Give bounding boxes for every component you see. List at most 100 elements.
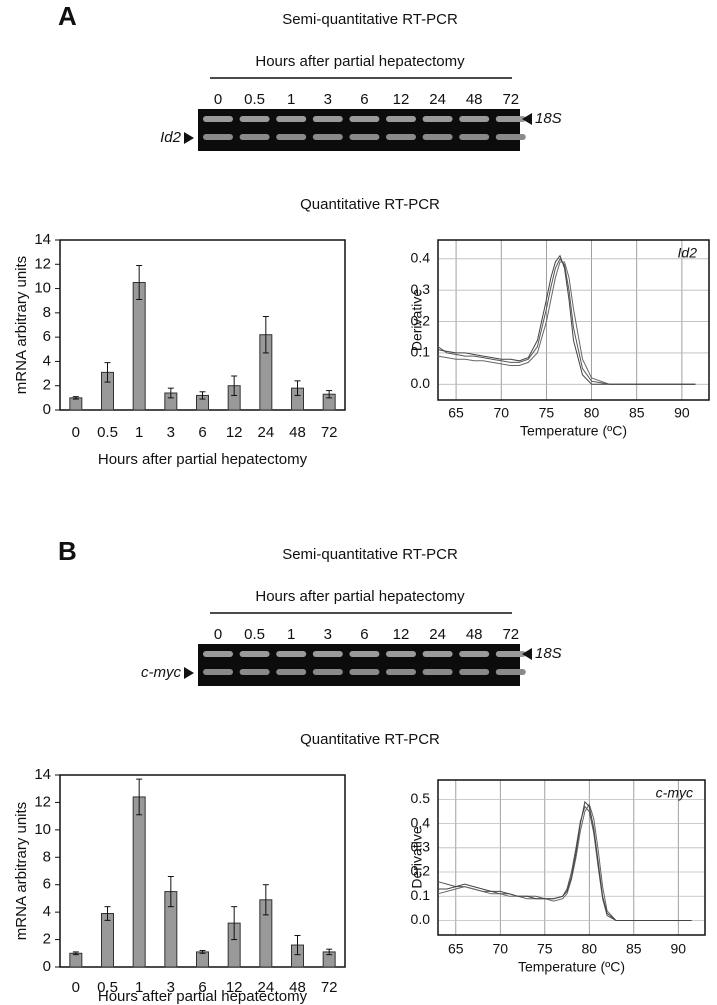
- melt-curve: [437, 802, 692, 921]
- band: [276, 116, 307, 122]
- x-tick-label: 24: [257, 424, 274, 441]
- lane-label: 12: [393, 91, 410, 108]
- x-tick-label: 72: [321, 424, 338, 441]
- band: [349, 669, 380, 675]
- band: [276, 669, 307, 675]
- x-tick-label: 0: [72, 979, 80, 996]
- band: [312, 669, 343, 675]
- band: [203, 651, 233, 657]
- bar: [69, 952, 83, 968]
- y-tick-label: 2: [43, 931, 51, 948]
- lane-label: 48: [466, 626, 483, 643]
- quant-title: Quantitative RT-PCR: [300, 731, 440, 748]
- x-tick-label: 6: [198, 979, 206, 996]
- error-bar: [231, 906, 238, 941]
- y-tick-label: 0: [43, 958, 51, 975]
- semi-title: Semi-quantitative RT-PCR: [282, 11, 458, 28]
- y-tick-label: 0.1: [411, 344, 431, 360]
- x-tick-label: 12: [226, 424, 243, 441]
- x-tick-label: 72: [321, 979, 338, 996]
- x-axis-title: Hours after partial hepatectomy: [98, 988, 308, 1005]
- error-bar: [72, 951, 79, 956]
- error-bar: [326, 390, 333, 399]
- melt-curve: [437, 257, 696, 385]
- band: [495, 116, 526, 122]
- x-tick-label: 48: [289, 424, 306, 441]
- y-axis-title: mRNA arbitrary units: [13, 256, 30, 394]
- x-tick-label: 3: [167, 979, 175, 996]
- bar: [69, 397, 83, 411]
- y-tick-label: 0.0: [411, 375, 431, 391]
- x-tick-label: 12: [226, 979, 243, 996]
- error-bar: [104, 362, 111, 383]
- panel-label: A: [58, 1, 77, 31]
- y-tick-label: 6: [43, 876, 51, 893]
- error-bar: [136, 778, 143, 816]
- band: [239, 116, 270, 122]
- x-tick-label: 85: [629, 405, 645, 421]
- y-tick-label: 0.5: [411, 790, 431, 806]
- error-bar: [262, 884, 269, 916]
- gel: [198, 644, 520, 686]
- lane-label: 24: [429, 626, 446, 643]
- band: [203, 116, 233, 122]
- y-tick-label: 6: [43, 328, 51, 345]
- hours-title: Hours after partial hepatectomy: [255, 53, 465, 70]
- x-tick-label: 65: [448, 941, 464, 957]
- band-label: 18S: [535, 110, 562, 127]
- lane-label: 24: [429, 91, 446, 108]
- annotation: c-myc: [656, 785, 693, 801]
- annotation: Id2: [678, 245, 698, 261]
- semi-title: Semi-quantitative RT-PCR: [282, 546, 458, 563]
- error-bar: [167, 387, 174, 399]
- lane-label: 0.5: [244, 626, 265, 643]
- y-tick-label: 4: [43, 903, 51, 920]
- arrow: [184, 667, 194, 679]
- bar: [101, 913, 114, 968]
- band: [349, 651, 380, 657]
- band: [239, 669, 270, 675]
- band: [495, 669, 526, 675]
- bar: [196, 951, 209, 968]
- y-tick-label: 4: [43, 352, 51, 369]
- gel: [198, 109, 520, 151]
- y-tick-label: 14: [34, 231, 51, 248]
- band: [459, 651, 490, 657]
- error-bar: [136, 265, 143, 300]
- band: [459, 669, 490, 675]
- band: [422, 651, 453, 657]
- x-tick-label: 75: [537, 941, 553, 957]
- x-tick-label: 85: [626, 941, 642, 957]
- bar: [132, 796, 146, 968]
- y-tick-label: 0.3: [411, 839, 431, 855]
- x-tick-label: 80: [582, 941, 598, 957]
- band: [495, 134, 526, 140]
- band: [203, 134, 233, 140]
- y-axis-title: mRNA arbitrary units: [13, 802, 30, 940]
- band: [459, 116, 490, 122]
- y-tick-label: 0.2: [411, 863, 431, 879]
- lane-label: 3: [324, 91, 332, 108]
- x-tick-label: 75: [539, 405, 555, 421]
- x-tick-label: 80: [584, 405, 600, 421]
- band: [422, 134, 453, 140]
- x-axis-title: Temperature (ºC): [518, 959, 625, 975]
- band: [386, 116, 416, 122]
- panel-label: B: [58, 536, 77, 566]
- y-tick-label: 0.3: [411, 281, 431, 297]
- y-tick-label: 0: [43, 401, 51, 418]
- lane-label: 6: [360, 626, 368, 643]
- lane-label: 6: [360, 91, 368, 108]
- y-tick-label: 0.4: [411, 814, 431, 830]
- melt-curve: [437, 254, 696, 385]
- band: [276, 651, 307, 657]
- band: [312, 134, 343, 140]
- error-bar: [294, 380, 301, 396]
- x-tick-label: 0.5: [97, 979, 118, 996]
- lane-label: 0.5: [244, 91, 265, 108]
- error-bar: [104, 906, 111, 921]
- y-tick-label: 12: [34, 793, 51, 810]
- y-tick-label: 10: [34, 821, 51, 838]
- band: [349, 134, 380, 140]
